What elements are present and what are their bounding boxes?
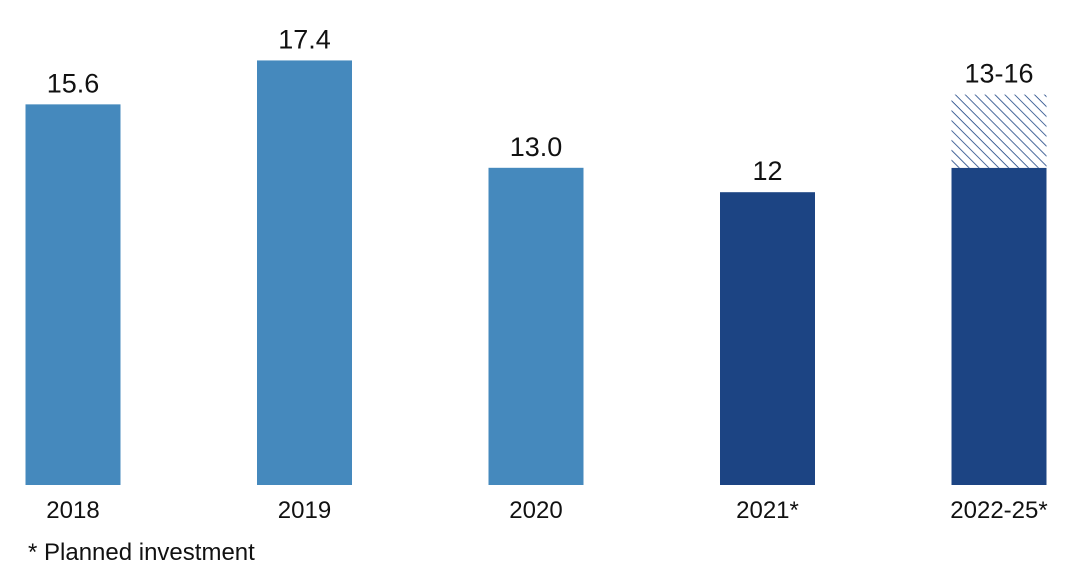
bar-2020 bbox=[488, 167, 584, 486]
bar-range-hatch-2022-25 bbox=[951, 94, 1047, 168]
footnote: * Planned investment bbox=[28, 539, 255, 566]
bar-2018 bbox=[25, 104, 121, 486]
x-tick-2018: 2018 bbox=[46, 497, 99, 524]
bar-2022-25 bbox=[951, 167, 1047, 486]
x-tick-2020: 2020 bbox=[509, 497, 562, 524]
x-tick-labels-layer: 2018 2019 2020 2021* 2022-25* bbox=[46, 497, 1047, 524]
value-label-2022-25: 13-16 bbox=[964, 59, 1033, 89]
bar-2019 bbox=[257, 60, 352, 485]
x-tick-2021: 2021* bbox=[736, 497, 799, 524]
value-labels-layer: 15.6 17.4 13.0 12 13-16 bbox=[47, 24, 1034, 186]
value-label-2018: 15.6 bbox=[47, 68, 100, 98]
bar-2021 bbox=[720, 192, 815, 485]
value-label-2021: 12 bbox=[752, 156, 782, 186]
x-tick-2019: 2019 bbox=[278, 497, 331, 524]
value-label-2019: 17.4 bbox=[278, 24, 331, 54]
bars-layer bbox=[25, 60, 1047, 486]
x-tick-2022-25: 2022-25* bbox=[950, 497, 1047, 524]
value-label-2020: 13.0 bbox=[510, 132, 563, 162]
